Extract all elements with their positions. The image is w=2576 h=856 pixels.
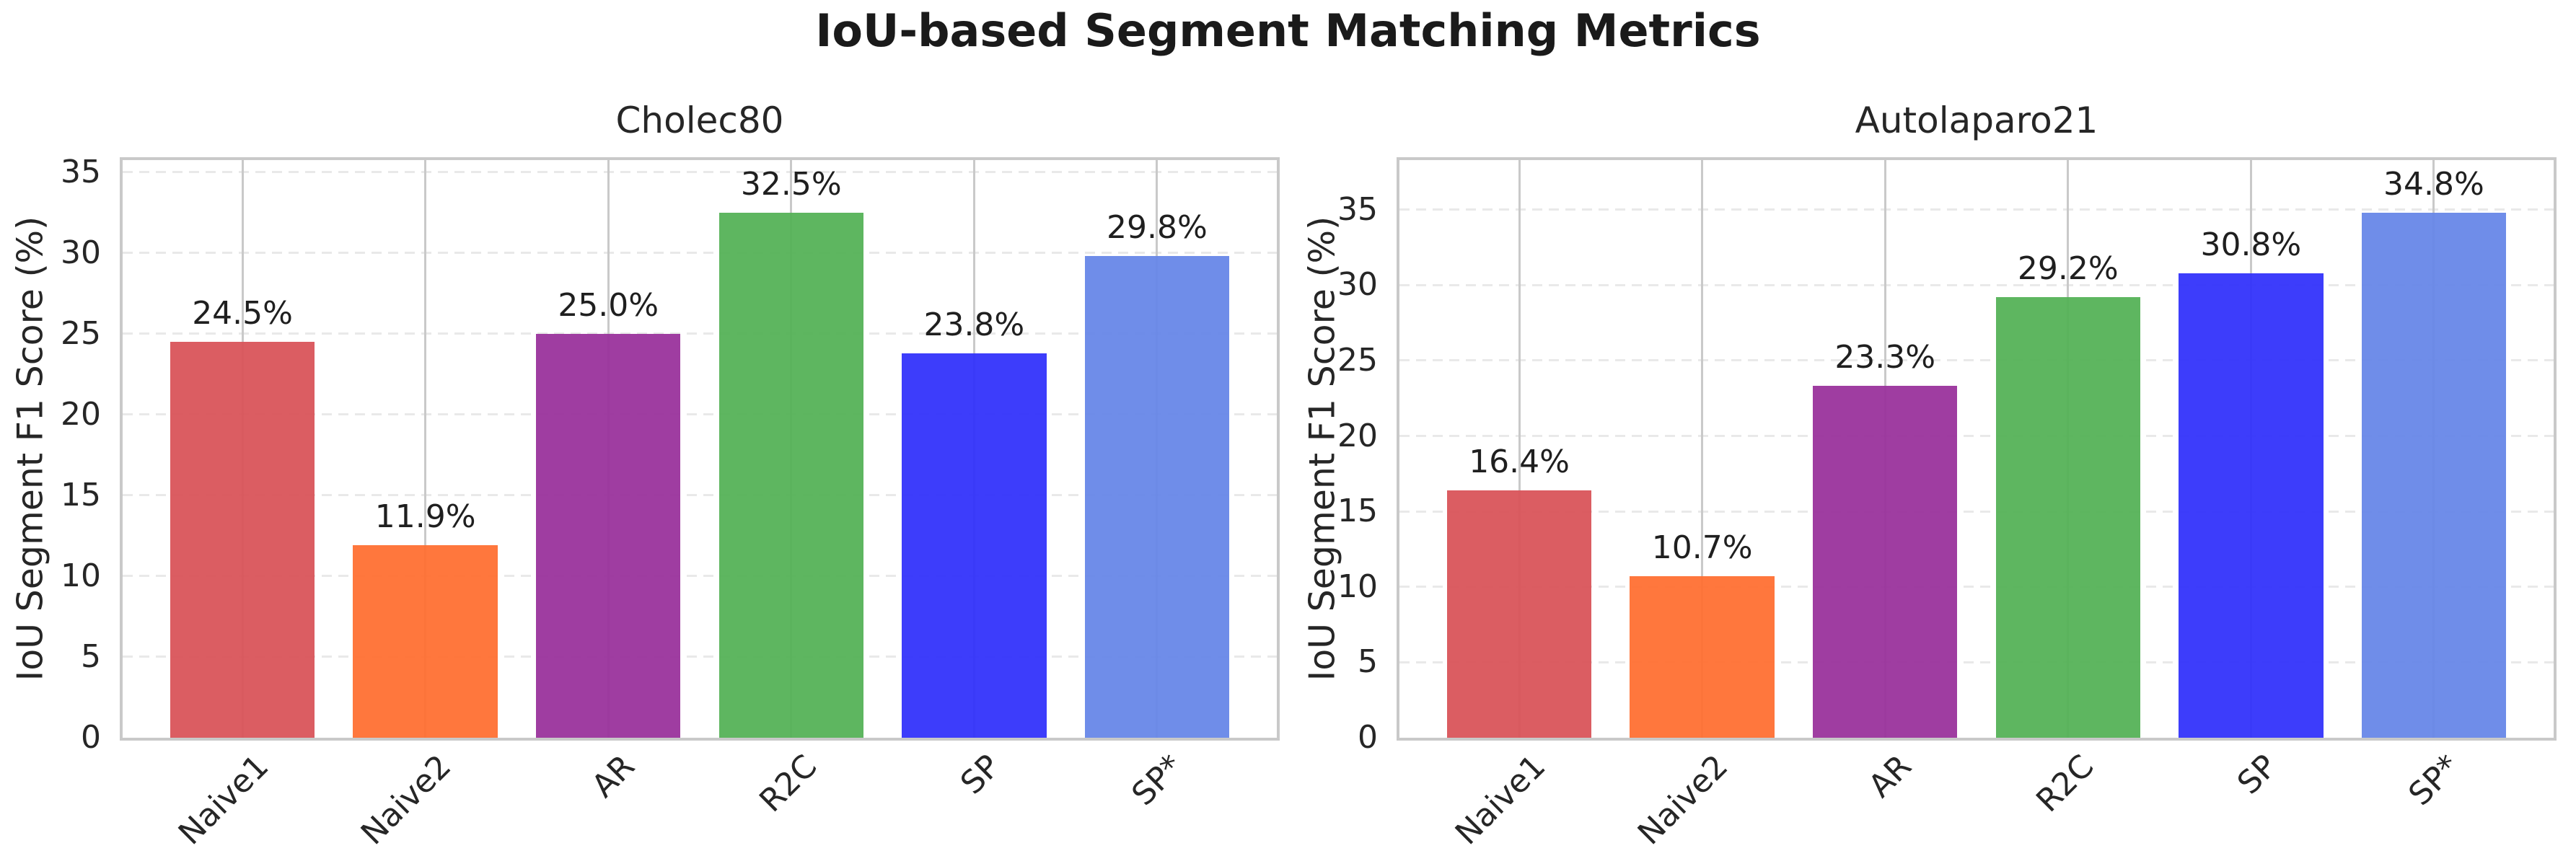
x-tick-label-text: Naive1 bbox=[171, 748, 276, 852]
x-tick-label-text: AR bbox=[584, 748, 642, 805]
bar-value-label: 10.7% bbox=[1651, 529, 1753, 567]
bar-value-label: 25.0% bbox=[558, 286, 659, 324]
axes-title-autolaparo21: Autolaparo21 bbox=[1855, 100, 2098, 141]
bar-r2c bbox=[718, 212, 863, 738]
y-gridline bbox=[1399, 510, 2554, 513]
x-tick-label-text: AR bbox=[1861, 748, 1919, 805]
bar-value-label: 34.8% bbox=[2383, 165, 2484, 203]
y-tick-label: 30 bbox=[1337, 266, 1378, 304]
y-gridline bbox=[123, 656, 1277, 658]
y-tick-label: 20 bbox=[61, 395, 101, 433]
bar-value-label: 30.8% bbox=[2200, 226, 2302, 263]
y-tick-label: 15 bbox=[1337, 493, 1378, 530]
x-gridline bbox=[1701, 160, 1704, 738]
y-tick-label: 0 bbox=[81, 719, 101, 756]
x-tick-label-text: SP* bbox=[2401, 748, 2467, 813]
x-tick-label-text: Naive2 bbox=[354, 748, 459, 852]
y-gridline bbox=[123, 252, 1277, 255]
bar-sp-star bbox=[1084, 256, 1230, 738]
bar-r2c bbox=[1995, 297, 2140, 738]
x-gridline bbox=[1518, 160, 1521, 738]
y-tick-label: 20 bbox=[1337, 417, 1378, 454]
bar-ar bbox=[1813, 386, 1958, 738]
x-gridline bbox=[424, 160, 427, 738]
x-tick-label-text: SP* bbox=[1125, 748, 1190, 813]
y-tick-label: 10 bbox=[61, 557, 101, 594]
y-gridline bbox=[1399, 359, 2554, 362]
y-tick-label: 5 bbox=[81, 637, 101, 675]
y-tick-label: 35 bbox=[61, 153, 101, 190]
bar-value-label: 29.8% bbox=[1107, 209, 1208, 247]
y-tick-label: 25 bbox=[1337, 341, 1378, 379]
bar-naive2 bbox=[353, 545, 498, 738]
y-tick-label: 35 bbox=[1337, 190, 1378, 228]
axes-title-cholec80: Cholec80 bbox=[615, 100, 784, 141]
bar-value-label: 24.5% bbox=[192, 295, 293, 332]
bar-value-label: 11.9% bbox=[374, 498, 476, 536]
x-tick-label-text: Naive2 bbox=[1631, 748, 1736, 852]
bar-sp bbox=[902, 353, 1047, 738]
y-tick-label: 15 bbox=[61, 476, 101, 513]
axes-cholec80: 24.5% 11.9% 25.0% 32.5% 23.8% 29.8% bbox=[120, 157, 1280, 741]
y-gridline bbox=[1399, 208, 2554, 211]
x-tick-label-text: SP bbox=[2230, 748, 2285, 802]
y-tick-label: 5 bbox=[1358, 643, 1378, 681]
y-gridline bbox=[123, 494, 1277, 497]
x-tick-label-text: Naive1 bbox=[1448, 748, 1553, 852]
bar-naive1 bbox=[1446, 490, 1592, 738]
bar-value-label: 32.5% bbox=[740, 165, 842, 203]
bar-ar bbox=[536, 333, 681, 738]
bar-sp bbox=[2179, 273, 2324, 738]
y-gridline bbox=[1399, 435, 2554, 438]
y-gridline bbox=[1399, 586, 2554, 588]
x-tick-label-text: SP bbox=[953, 748, 1008, 802]
axes-autolaparo21: 16.4% 10.7% 23.3% 29.2% 30.8% 34.8% bbox=[1397, 157, 2557, 741]
y-tick-label: 10 bbox=[1337, 568, 1378, 605]
y-gridline bbox=[123, 171, 1277, 174]
y-tick-label: 0 bbox=[1358, 719, 1378, 756]
bar-sp-star bbox=[2361, 212, 2507, 738]
bar-naive1 bbox=[170, 342, 315, 738]
bar-value-label: 23.3% bbox=[1834, 339, 1936, 376]
bar-value-label: 16.4% bbox=[1469, 443, 1570, 480]
y-gridline bbox=[123, 332, 1277, 335]
bar-value-label: 29.2% bbox=[2017, 250, 2119, 287]
bar-value-label: 23.8% bbox=[923, 306, 1025, 343]
y-axis-label-left: IoU Segment F1 Score (%) bbox=[9, 216, 51, 681]
x-tick-label-text: R2C bbox=[2029, 748, 2101, 820]
y-gridline bbox=[123, 413, 1277, 416]
figure-suptitle: IoU-based Segment Matching Metrics bbox=[815, 4, 1761, 57]
x-tick-label-text: R2C bbox=[752, 748, 825, 820]
y-gridline bbox=[1399, 661, 2554, 663]
y-tick-label: 25 bbox=[61, 314, 101, 352]
y-tick-label: 30 bbox=[61, 234, 101, 271]
bar-naive2 bbox=[1630, 576, 1775, 738]
y-gridline bbox=[123, 575, 1277, 578]
y-gridline bbox=[1399, 283, 2554, 286]
